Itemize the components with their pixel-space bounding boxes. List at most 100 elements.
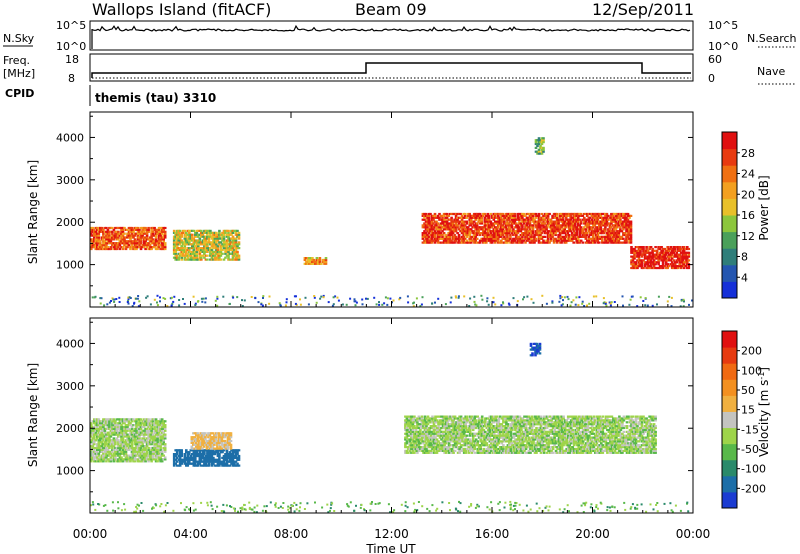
data-cell bbox=[543, 218, 547, 221]
data-cell bbox=[613, 228, 616, 231]
data-cell bbox=[93, 433, 96, 436]
data-cell bbox=[620, 224, 624, 227]
data-cell bbox=[108, 234, 111, 237]
data-cell bbox=[127, 448, 131, 451]
data-cell bbox=[419, 417, 422, 420]
data-cell bbox=[421, 233, 425, 237]
data-cell bbox=[231, 458, 235, 461]
data-cell bbox=[408, 423, 412, 426]
data-cell bbox=[404, 426, 407, 430]
data-cell bbox=[222, 456, 226, 459]
data-cell bbox=[494, 239, 497, 242]
data-cell bbox=[91, 445, 95, 448]
data-cell bbox=[554, 232, 557, 235]
data-cell bbox=[492, 216, 496, 219]
data-cell bbox=[420, 440, 424, 443]
data-cell bbox=[500, 228, 503, 231]
data-cell bbox=[616, 218, 619, 221]
data-cell bbox=[513, 214, 517, 217]
data-cell bbox=[99, 244, 102, 247]
data-cell bbox=[578, 233, 581, 237]
noise-cell bbox=[361, 298, 364, 301]
data-cell bbox=[460, 228, 464, 231]
data-cell bbox=[576, 224, 580, 227]
data-cell bbox=[197, 460, 200, 463]
noise-cell bbox=[99, 302, 102, 305]
data-cell bbox=[174, 449, 177, 452]
data-cell bbox=[93, 450, 96, 453]
data-cell bbox=[411, 421, 415, 424]
data-cell bbox=[648, 266, 651, 270]
data-cell bbox=[236, 456, 239, 459]
data-cell bbox=[423, 232, 426, 235]
data-cell bbox=[410, 438, 413, 441]
data-cell bbox=[513, 216, 517, 219]
noise-cell bbox=[561, 296, 564, 299]
data-cell bbox=[589, 226, 592, 229]
data-cell bbox=[117, 458, 120, 461]
noise-cell bbox=[629, 298, 632, 301]
data-cell bbox=[142, 448, 146, 451]
data-cell bbox=[224, 456, 227, 459]
data-cell bbox=[133, 427, 137, 430]
data-cell bbox=[224, 458, 227, 461]
data-cell bbox=[664, 251, 668, 254]
data-cell bbox=[405, 421, 409, 424]
data-cell bbox=[457, 239, 461, 242]
data-cell bbox=[554, 239, 557, 242]
data-cell bbox=[221, 451, 224, 454]
data-cell bbox=[560, 232, 563, 235]
data-cell bbox=[614, 228, 618, 231]
data-cell bbox=[123, 422, 126, 425]
data-cell bbox=[506, 224, 509, 227]
data-cell bbox=[156, 439, 159, 442]
data-cell bbox=[151, 232, 155, 235]
data-cell bbox=[537, 139, 541, 142]
data-cell bbox=[669, 246, 672, 249]
data-cell bbox=[510, 232, 514, 235]
data-cell bbox=[205, 445, 209, 448]
data-cell bbox=[130, 230, 134, 233]
data-cell bbox=[516, 212, 520, 216]
data-cell bbox=[213, 245, 217, 248]
data-cell bbox=[604, 235, 607, 238]
data-cell bbox=[537, 142, 541, 146]
noise-cell bbox=[609, 304, 612, 307]
data-cell bbox=[103, 431, 107, 434]
data-cell bbox=[91, 226, 95, 230]
data-cell bbox=[664, 257, 668, 260]
data-cell bbox=[549, 224, 553, 227]
data-cell bbox=[686, 251, 689, 254]
data-cell bbox=[234, 456, 238, 459]
data-cell bbox=[228, 464, 232, 467]
data-cell bbox=[102, 433, 105, 436]
data-cell bbox=[210, 243, 214, 246]
data-cell bbox=[592, 224, 595, 227]
data-cell bbox=[416, 430, 419, 433]
data-cell bbox=[133, 433, 137, 436]
data-cell bbox=[138, 230, 141, 233]
data-cell bbox=[587, 230, 591, 233]
data-cell bbox=[429, 237, 432, 240]
data-cell bbox=[561, 220, 565, 223]
data-cell bbox=[186, 252, 190, 255]
data-cell bbox=[94, 433, 98, 436]
data-cell bbox=[130, 418, 134, 421]
data-cell bbox=[626, 226, 630, 229]
data-cell bbox=[148, 456, 152, 459]
data-cell bbox=[643, 261, 647, 264]
data-cell bbox=[97, 429, 101, 432]
data-cell bbox=[522, 239, 526, 242]
data-cell bbox=[512, 239, 515, 242]
data-cell bbox=[175, 245, 179, 248]
data-cell bbox=[106, 246, 110, 249]
data-cell bbox=[546, 232, 550, 235]
data-cell bbox=[667, 249, 671, 252]
data-cell bbox=[433, 220, 437, 223]
data-cell bbox=[231, 231, 235, 234]
data-cell bbox=[596, 228, 600, 231]
data-cell bbox=[120, 431, 123, 434]
data-cell bbox=[587, 220, 591, 223]
data-cell bbox=[480, 226, 483, 229]
data-cell bbox=[631, 251, 635, 254]
